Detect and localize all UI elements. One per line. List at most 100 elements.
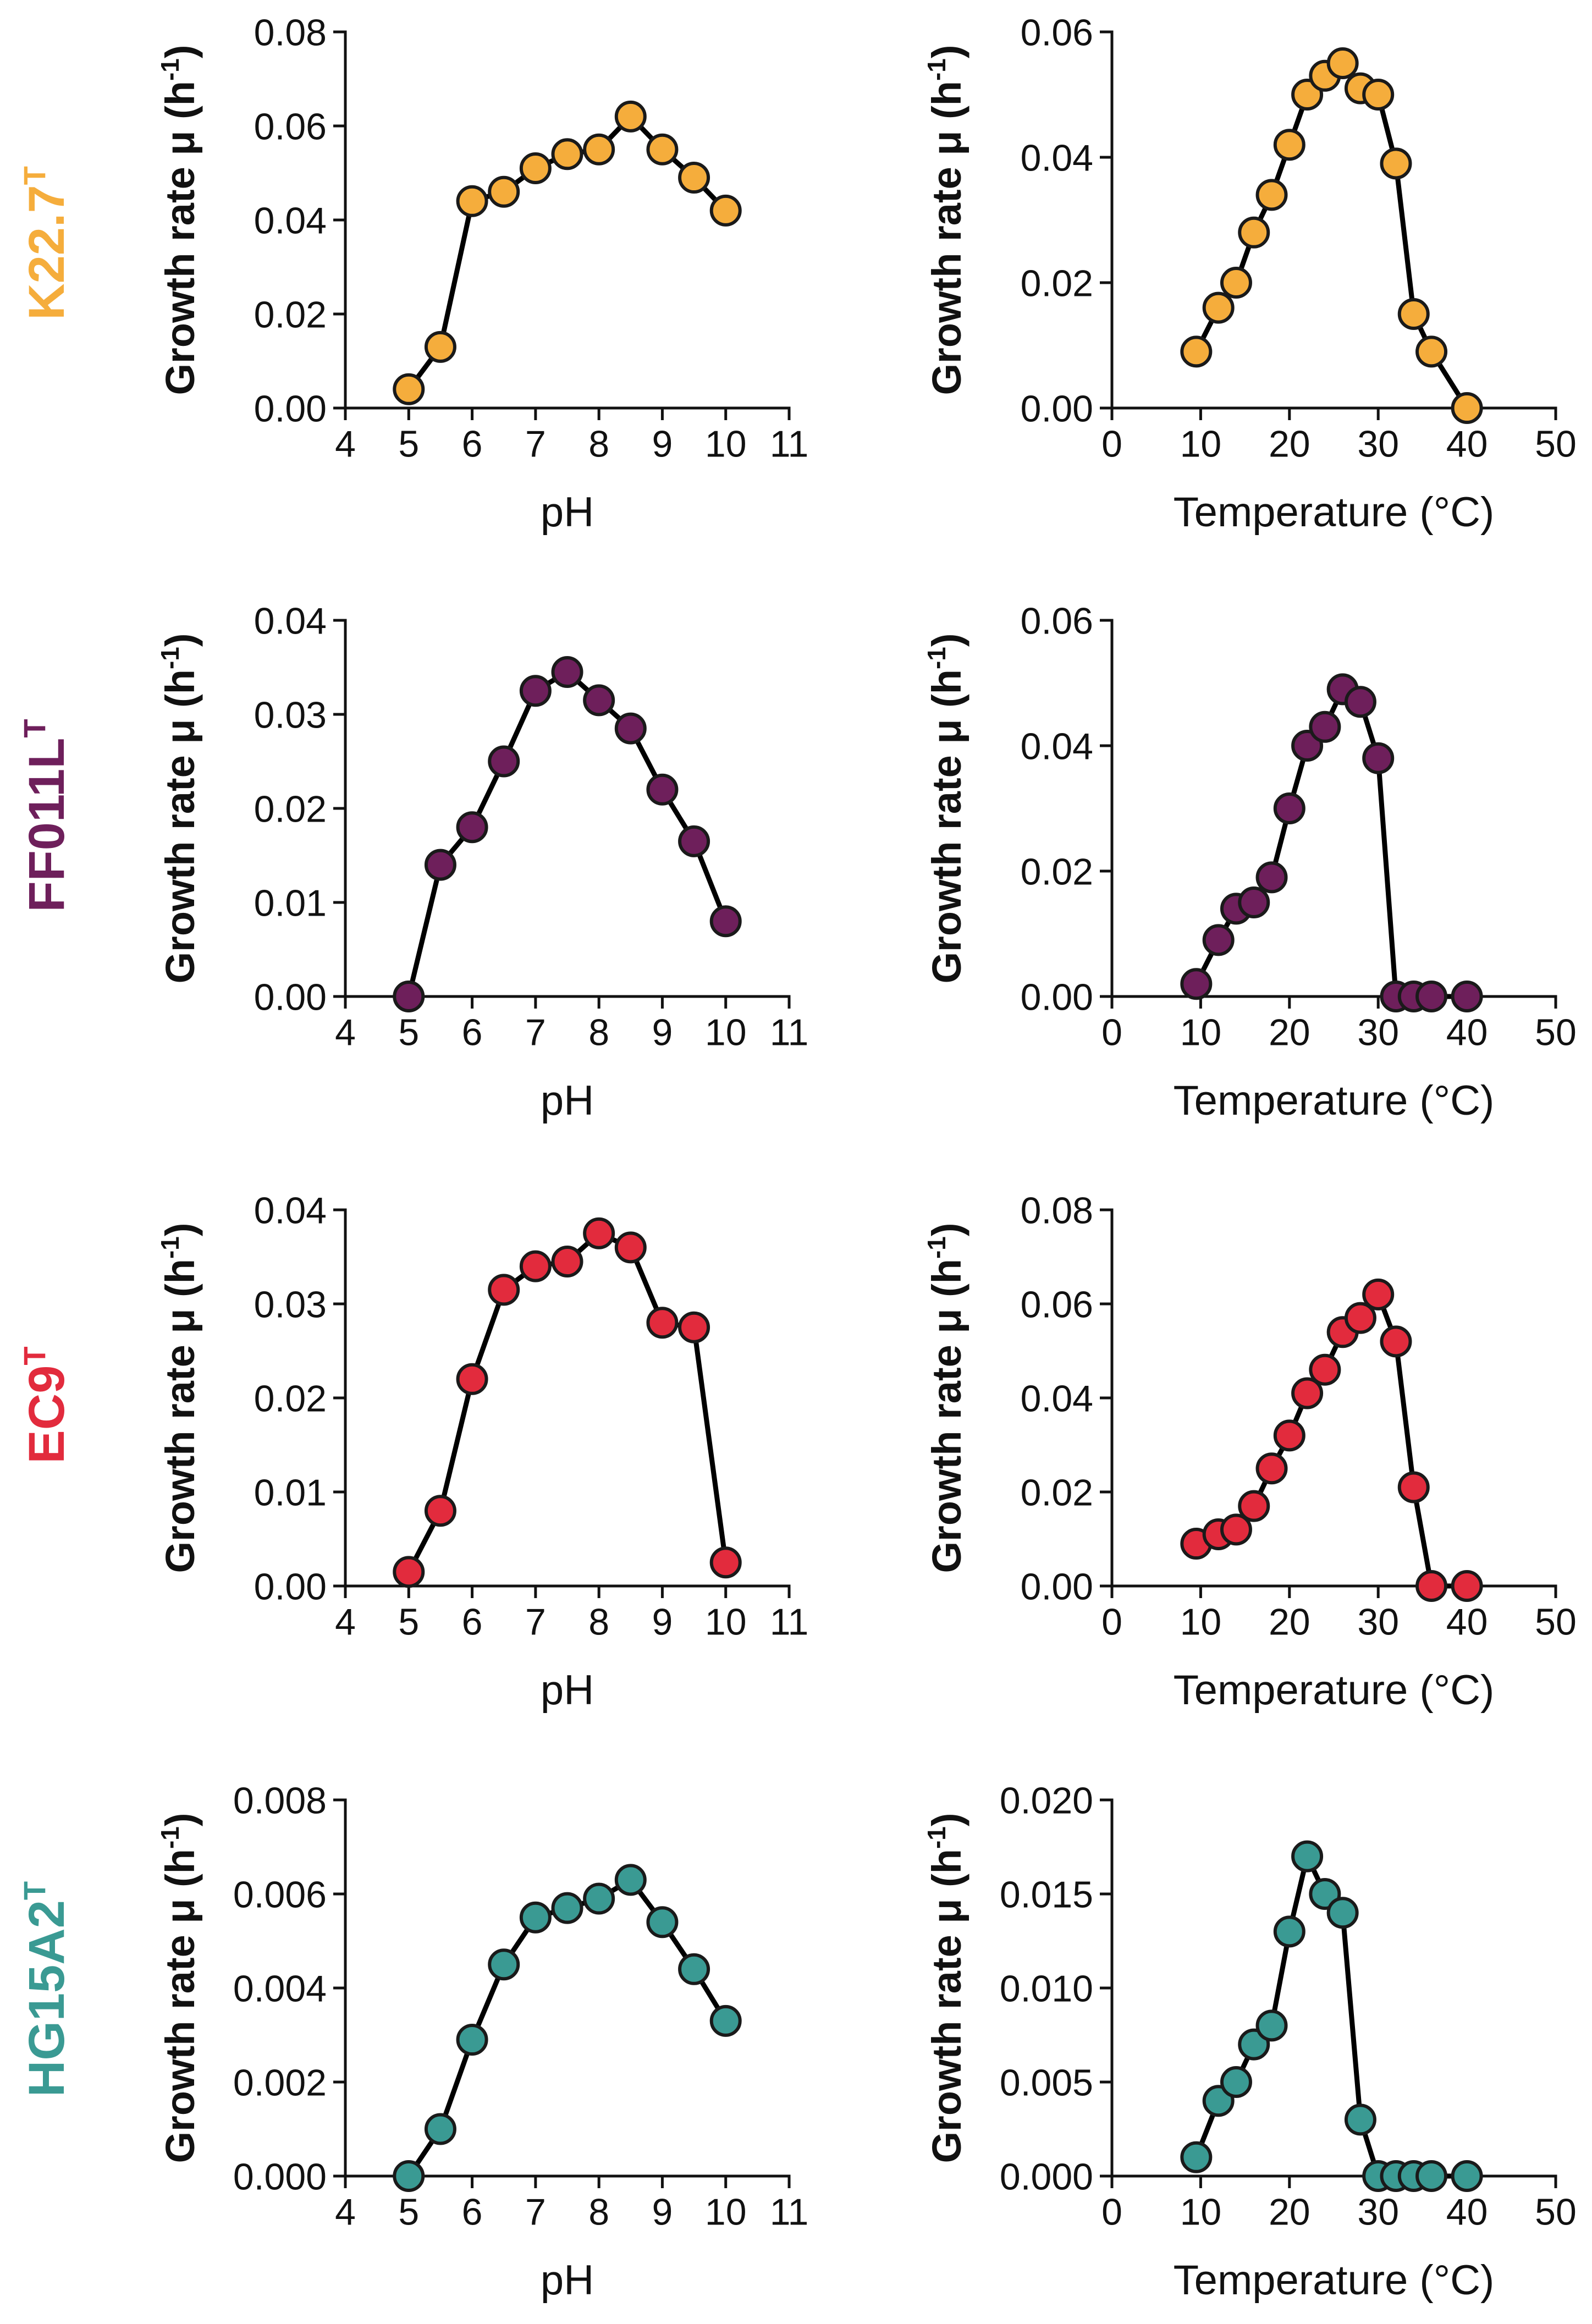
- x-tick-label: 50: [1535, 2191, 1577, 2233]
- x-tick-label: 10: [705, 423, 747, 465]
- data-point: [1291, 1377, 1324, 1409]
- series-line: [406, 1877, 728, 2178]
- x-tick-label: 4: [335, 2191, 356, 2233]
- y-tick-label: 0.004: [233, 1968, 327, 2009]
- strain-label-1: K22.7T: [17, 166, 75, 320]
- data-point: [519, 1901, 552, 1934]
- data-point: [488, 1274, 520, 1306]
- y-tick-label: 0.06: [1021, 600, 1093, 642]
- data-point: [1202, 291, 1235, 324]
- data-point: [583, 1217, 615, 1249]
- x-tick-label: 50: [1535, 1012, 1577, 1054]
- y-axis-title: Growth rate μ (h-1): [922, 633, 969, 983]
- data-point: [1180, 335, 1213, 368]
- x-tick-label: 40: [1446, 2191, 1488, 2233]
- x-tick-label: 0: [1101, 1012, 1122, 1054]
- data-point: [456, 185, 488, 217]
- data-point: [1362, 742, 1395, 774]
- data-point: [424, 1495, 456, 1527]
- data-point: [551, 1892, 583, 1924]
- x-tick-label: 11: [770, 2191, 809, 2233]
- strain-label-4: HG15A2T: [17, 1881, 75, 2097]
- x-tick-label: 4: [335, 423, 356, 465]
- strain-superscript: T: [17, 166, 52, 185]
- data-point: [424, 331, 456, 363]
- y-tick-label: 0.06: [1021, 12, 1093, 53]
- x-tick-label: 6: [462, 423, 483, 465]
- x-tick-label: 8: [588, 1012, 609, 1054]
- x-tick-label: 6: [462, 1012, 483, 1054]
- data-point: [393, 373, 425, 405]
- x-tick-label: 10: [1180, 2191, 1222, 2233]
- x-tick-label: 11: [770, 423, 809, 465]
- y-tick-label: 0.04: [1021, 137, 1093, 179]
- y-tick-label: 0.03: [254, 694, 327, 736]
- y-axis-title: Growth rate μ (h-1): [156, 633, 203, 983]
- x-tick-label: 9: [652, 2191, 673, 2233]
- data-point: [488, 745, 520, 778]
- y-tick-label: 0.04: [254, 200, 327, 241]
- x-axis-title: pH: [541, 489, 594, 536]
- data-point: [1238, 216, 1270, 249]
- data-point: [1451, 2160, 1483, 2192]
- x-tick-label: 30: [1357, 423, 1399, 465]
- x-tick-label: 5: [398, 1012, 419, 1054]
- x-tick-label: 7: [525, 2191, 546, 2233]
- y-axis-title: Growth rate μ (h-1): [156, 1222, 203, 1573]
- data-point: [709, 194, 742, 227]
- data-point: [1362, 79, 1395, 111]
- data-point: [678, 162, 710, 194]
- y-tick-label: 0.01: [254, 882, 327, 924]
- y-axis-title: Growth rate μ (h-1): [922, 1222, 969, 1573]
- strain-superscript: T: [17, 1346, 52, 1365]
- y-tick-label: 0.00: [254, 388, 327, 429]
- x-tick-label: 40: [1446, 423, 1488, 465]
- data-point: [1309, 711, 1341, 743]
- chart-panel-0-pH: 0.00 0.02 0.04 0.06 0.08 4 5 6 7 8 9 10 11 pH Growth r…: [156, 12, 808, 536]
- data-point: [1326, 1897, 1359, 1929]
- data-point: [646, 133, 679, 166]
- x-tick-label: 5: [398, 2191, 419, 2233]
- data-point: [1202, 924, 1235, 956]
- strain-superscript: T: [17, 1881, 52, 1900]
- data-point: [1397, 298, 1430, 330]
- data-point: [456, 1363, 488, 1395]
- data-point: [709, 1546, 742, 1579]
- y-tick-label: 0.020: [1000, 1780, 1093, 1821]
- x-tick-label: 10: [1180, 423, 1222, 465]
- data-point: [583, 133, 615, 166]
- data-point: [1255, 179, 1288, 211]
- data-point: [1255, 2009, 1288, 2042]
- y-tick-label: 0.02: [254, 1378, 327, 1419]
- data-point: [488, 175, 520, 208]
- x-axis-title: Temperature (°C): [1174, 489, 1495, 536]
- x-axis-title: pH: [541, 1077, 594, 1124]
- x-tick-label: 30: [1357, 1601, 1399, 1643]
- strain-name: FF011L: [19, 738, 75, 912]
- data-point: [1451, 981, 1483, 1012]
- x-tick-label: 4: [335, 1012, 356, 1054]
- data-point: [1451, 1570, 1483, 1602]
- y-tick-label: 0.02: [254, 294, 327, 335]
- y-tick-label: 0.006: [233, 1874, 327, 1915]
- y-tick-label: 0.08: [1021, 1189, 1093, 1231]
- data-point: [678, 1953, 710, 1985]
- strain-superscript: T: [17, 719, 52, 737]
- data-point: [519, 675, 552, 707]
- x-axis-title: pH: [541, 2257, 594, 2304]
- data-point: [551, 1246, 583, 1278]
- y-tick-label: 0.02: [1021, 262, 1093, 304]
- strain-name: HG15A2: [19, 1900, 75, 2097]
- x-tick-label: 7: [525, 423, 546, 465]
- data-point: [614, 100, 647, 133]
- x-tick-label: 8: [588, 423, 609, 465]
- chart-panel-3-pH: 0.000 0.002 0.004 0.006 0.008 4 5 6 7 8 9 10 11 pH Gro…: [156, 1780, 808, 2304]
- data-point: [1273, 1419, 1305, 1452]
- y-tick-label: 0.04: [1021, 725, 1093, 767]
- x-axis-title: Temperature (°C): [1174, 2257, 1495, 2304]
- data-point: [424, 2113, 456, 2145]
- x-tick-label: 10: [705, 1601, 747, 1643]
- y-tick-label: 0.000: [233, 2156, 327, 2198]
- x-tick-label: 5: [398, 1601, 419, 1643]
- data-point: [393, 2160, 425, 2192]
